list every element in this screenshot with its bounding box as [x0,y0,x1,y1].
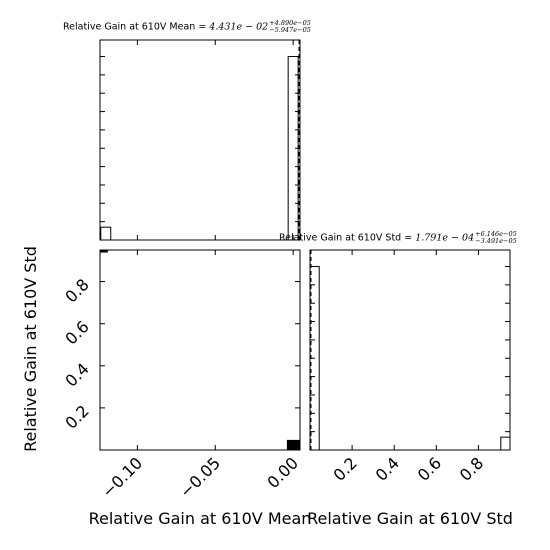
joint-y-tick-label: 0.2 [61,401,92,432]
std-title-value: 1.791e − 04 [415,232,475,244]
mean-hist-bar [100,226,112,241]
joint-x-tick-label: 0.00 [263,453,302,492]
mean-panel-frame [99,39,301,241]
std-x-tick-label: 0.6 [414,453,445,484]
joint-y-tick-label: 0.6 [61,317,92,348]
std-x-axis-label: Relative Gain at 610V Std [307,509,513,528]
joint-x-tick-label: −0.05 [176,453,224,501]
joint-x-tick-label: −0.10 [98,453,146,501]
joint-density-cell [286,439,300,450]
joint-panel-frame [99,249,301,451]
mean-title-text: Relative Gain at 610V Mean = [63,21,210,33]
std-title-upper-error: +6.146e−05 [475,230,517,238]
std-x-tick-label: 0.2 [330,453,361,484]
std-title-lower-error: −3.491e−05 [475,236,517,245]
std-panel-title: Relative Gain at 610V Std = 1.791e − 04 +… [279,231,517,245]
joint-density-cell [100,250,108,253]
joint-y-tick-label: 0.8 [61,275,92,306]
mean-title-lower-error: −5.947e−05 [269,25,311,34]
std-title-text: Relative Gain at 610V Std = [279,232,416,244]
joint-y-axis-label: Relative Gain at 610V Std [21,246,40,452]
joint-y-tick-label: 0.4 [61,359,92,390]
std-x-tick-label: 0.8 [456,453,487,484]
std-hist-bar [500,436,511,451]
mean-title-value: 4.431e − 02 [209,21,269,33]
std-panel-frame [309,249,511,451]
mean-title-upper-error: +4.890e−05 [269,19,311,27]
joint-x-axis-label: Relative Gain at 610V Mean [89,509,312,528]
mean-panel-title: Relative Gain at 610V Mean = 4.431e − 02… [63,20,311,34]
std-x-tick-label: 0.4 [372,453,403,484]
